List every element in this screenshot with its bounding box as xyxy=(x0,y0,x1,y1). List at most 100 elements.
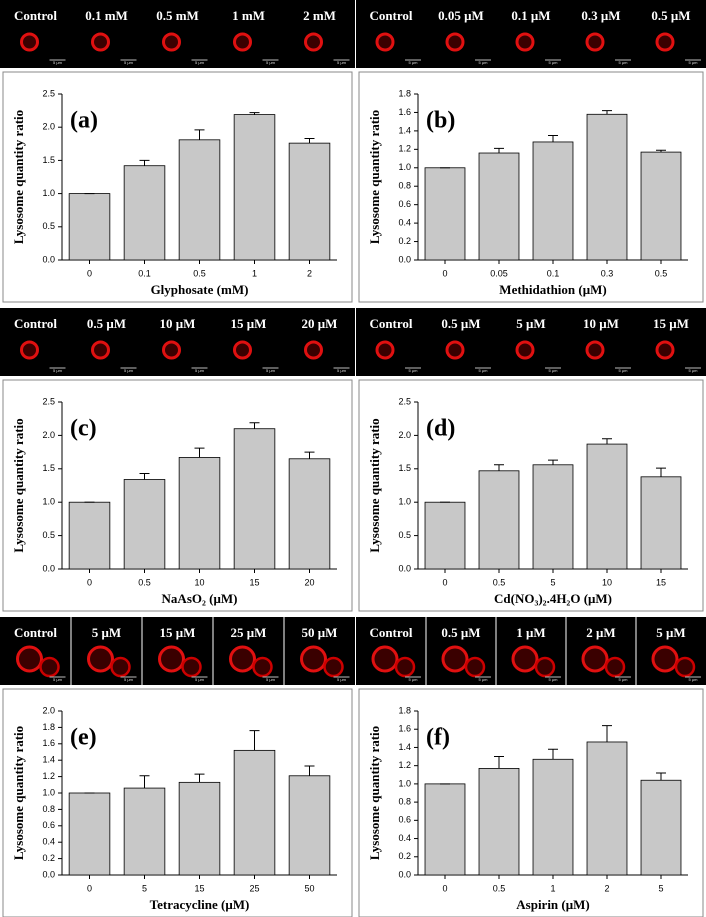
x-tick-label: 0.5 xyxy=(138,577,151,587)
scale-bar-label: 5 μm xyxy=(195,368,205,373)
scale-bar-label: 5 μm xyxy=(124,60,134,65)
y-tick-label: 1.2 xyxy=(398,760,411,770)
x-axis-label: Cd(NO₃)₂.4H₂O (μM) xyxy=(494,591,612,606)
x-tick-label: 1 xyxy=(550,883,555,893)
cell xyxy=(375,340,395,360)
x-tick-label: 5 xyxy=(142,883,147,893)
y-tick-label: 0.6 xyxy=(398,815,411,825)
error-bar xyxy=(139,159,150,166)
strip-label: 0.5 μM xyxy=(441,316,480,331)
strip-label: Control xyxy=(369,316,412,331)
cell xyxy=(655,340,675,360)
bar xyxy=(288,142,331,261)
strip-label: Control xyxy=(14,316,57,331)
error-bar xyxy=(194,447,205,458)
strip-label: 0.5 μM xyxy=(441,625,480,640)
bar xyxy=(586,741,628,876)
y-tick-label: 0.0 xyxy=(42,563,55,573)
panel-label: (e) xyxy=(70,725,97,751)
y-tick-label: 0.8 xyxy=(398,796,411,806)
x-tick-label: 5 xyxy=(550,577,555,587)
x-tick-label: 0.5 xyxy=(193,268,206,278)
y-tick-label: 1.4 xyxy=(398,125,411,135)
bar xyxy=(68,501,111,570)
cell xyxy=(515,340,535,360)
y-tick-label: 0.0 xyxy=(42,869,55,879)
cell xyxy=(91,32,110,52)
y-tick-label: 1.2 xyxy=(398,144,411,154)
y-tick-label: 0.5 xyxy=(42,221,55,231)
bar xyxy=(178,457,221,570)
y-axis-label: Lysosome quantity ratio xyxy=(11,110,26,244)
scale-bar-label: 5 μm xyxy=(409,368,419,373)
bar xyxy=(178,781,221,876)
cell xyxy=(585,340,605,360)
cell xyxy=(394,656,416,678)
scale-bar-label: 5 μm xyxy=(619,677,629,682)
x-axis-label: Methidathion (μM) xyxy=(499,282,606,297)
cell xyxy=(16,645,43,673)
bar xyxy=(640,779,682,876)
x-tick-label: 0.5 xyxy=(655,268,668,278)
cell xyxy=(651,645,679,673)
scale-bar-label: 5 μm xyxy=(409,60,419,65)
error-bar xyxy=(139,472,150,480)
x-tick-label: 10 xyxy=(602,577,612,587)
y-tick-label: 1.0 xyxy=(398,778,411,788)
strip-label: 2 mM xyxy=(303,8,336,23)
error-bar xyxy=(656,149,666,153)
cell xyxy=(162,340,181,360)
panel-label: (d) xyxy=(426,416,455,442)
bar xyxy=(288,458,331,570)
strip-label: 5 μM xyxy=(516,316,545,331)
y-tick-label: 0.0 xyxy=(398,869,411,879)
scale-bar-label: 5 μm xyxy=(195,60,205,65)
strip-label: 0.1 μM xyxy=(511,8,550,23)
bar xyxy=(640,151,682,261)
panel-label: (c) xyxy=(70,416,97,442)
strip-label: Control xyxy=(369,625,412,640)
cell xyxy=(375,32,395,52)
error-bar xyxy=(304,451,315,459)
y-tick-label: 0.8 xyxy=(42,804,55,814)
y-tick-label: 2.5 xyxy=(398,396,411,406)
error-bar xyxy=(304,765,315,776)
cell xyxy=(655,32,675,52)
scale-bar-label: 5 μm xyxy=(124,368,134,373)
cell xyxy=(39,656,60,678)
cell xyxy=(445,340,465,360)
bar xyxy=(478,470,520,570)
cell xyxy=(515,32,535,52)
x-tick-label: 15 xyxy=(194,883,204,893)
strip-label: 0.1 mM xyxy=(85,8,128,23)
y-tick-label: 0.2 xyxy=(42,853,55,863)
error-bar xyxy=(139,775,150,789)
y-tick-label: 1.0 xyxy=(398,497,411,507)
x-tick-label: 0 xyxy=(87,883,92,893)
scale-bar-label: 5 μm xyxy=(53,60,63,65)
y-tick-label: 2.5 xyxy=(42,88,55,98)
bar xyxy=(68,792,111,876)
strip-label: 5 μM xyxy=(656,625,685,640)
bar xyxy=(478,768,520,876)
error-bar xyxy=(602,110,612,115)
strip-label: 0.05 μM xyxy=(438,8,484,23)
x-tick-label: 20 xyxy=(304,577,314,587)
cell xyxy=(304,340,323,360)
x-tick-label: 0 xyxy=(442,268,447,278)
y-tick-label: 1.2 xyxy=(42,771,55,781)
panel-label: (b) xyxy=(426,108,455,134)
bar xyxy=(532,141,574,261)
x-tick-label: 50 xyxy=(304,883,314,893)
micrograph-strip xyxy=(0,0,355,68)
cell xyxy=(445,32,465,52)
strip-label: Control xyxy=(14,625,57,640)
error-bar xyxy=(494,756,504,769)
panel-label: (a) xyxy=(70,108,98,134)
strip-label: 0.5 μM xyxy=(651,8,690,23)
cell xyxy=(304,32,323,52)
y-tick-label: 2.0 xyxy=(42,430,55,440)
bar xyxy=(123,165,166,261)
y-tick-label: 1.0 xyxy=(42,787,55,797)
cell xyxy=(511,645,539,673)
